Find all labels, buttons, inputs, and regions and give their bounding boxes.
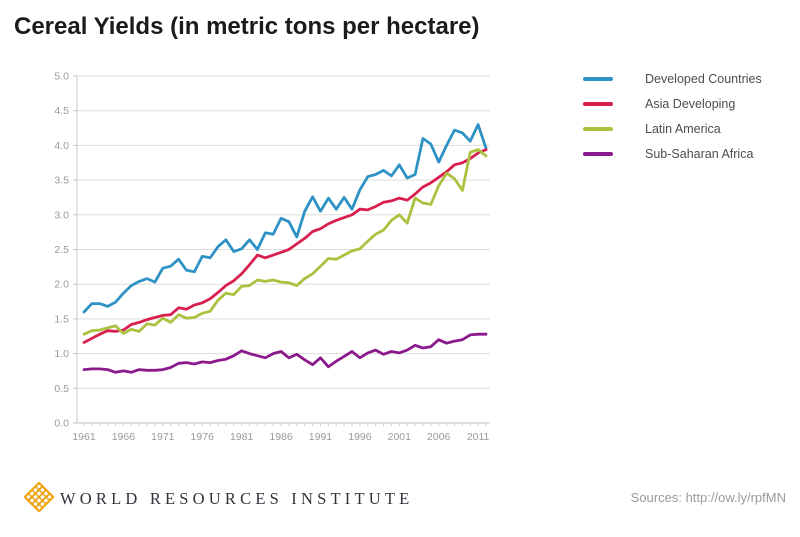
x-tick-label: 1991 — [309, 431, 333, 443]
legend-label: Asia Developing — [645, 96, 736, 111]
y-tick-label: 0.5 — [54, 383, 69, 395]
chart-title: Cereal Yields (in metric tons per hectar… — [14, 13, 480, 40]
wri-logo-weave — [24, 482, 54, 512]
series-line-developed-countries — [82, 123, 488, 314]
legend-label: Latin America — [645, 121, 721, 136]
series-line-sub-saharan-africa — [82, 332, 488, 374]
sources-note: Sources: http://ow.ly/rpfMN — [630, 490, 786, 505]
legend-swatch — [583, 151, 613, 156]
x-tick-label: 1961 — [72, 431, 96, 443]
y-tick-label: 1.0 — [54, 348, 69, 360]
org-name: WORLD RESOURCES INSTITUTE — [60, 489, 414, 508]
y-tick-label: 2.0 — [54, 279, 69, 291]
y-axis-labels: 0.0 0.5 1.0 1.5 2.0 2.5 3.0 3.5 4.0 4.5 5.0 — [54, 71, 77, 430]
line-chart: 0.0 0.5 1.0 1.5 2.0 2.5 3.0 3.5 4.0 4.5 5.0 1961 196… — [40, 66, 510, 466]
chart-legend: Developed Countries Asia Developing Latin … — [583, 66, 762, 166]
x-tick-label: 1981 — [230, 431, 254, 443]
x-tick-label: 2011 — [467, 431, 490, 443]
y-tick-label: 5.0 — [54, 71, 69, 83]
legend-item-latin-america: Latin America — [583, 116, 762, 141]
legend-label: Developed Countries — [645, 71, 762, 86]
legend-label: Sub-Saharan Africa — [645, 146, 754, 161]
x-tick-label: 1966 — [112, 431, 136, 443]
legend-swatch — [583, 101, 613, 106]
series-line-asia-developing — [82, 148, 488, 344]
series-line-latin-america — [82, 148, 488, 336]
wri-logo-icon — [24, 482, 54, 512]
legend-item-developed-countries: Developed Countries — [583, 66, 762, 91]
x-tick-label: 1986 — [269, 431, 293, 443]
y-tick-label: 1.5 — [54, 313, 69, 325]
x-tick-label: 1996 — [348, 431, 372, 443]
legend-swatch — [583, 126, 613, 131]
legend-item-sub-saharan-africa: Sub-Saharan Africa — [583, 141, 762, 166]
y-tick-label: 2.5 — [54, 244, 69, 256]
x-tick-label: 1976 — [191, 431, 215, 443]
y-tick-label: 3.5 — [54, 175, 69, 187]
gridlines — [77, 75, 490, 389]
x-axis-labels: 1961 1966 1971 1976 1981 1986 1991 1996 2001 2006… — [72, 431, 489, 443]
legend-swatch — [583, 76, 613, 81]
legend-item-asia-developing: Asia Developing — [583, 91, 762, 116]
y-tick-label: 0.0 — [54, 418, 69, 430]
x-tick-label: 1971 — [151, 431, 175, 443]
x-tick-label: 2006 — [427, 431, 451, 443]
x-tick-label: 2001 — [388, 431, 412, 443]
y-tick-label: 3.0 — [54, 209, 69, 221]
y-tick-label: 4.5 — [54, 105, 69, 117]
y-tick-label: 4.0 — [54, 140, 69, 152]
x-axis-ticks — [83, 423, 487, 426]
